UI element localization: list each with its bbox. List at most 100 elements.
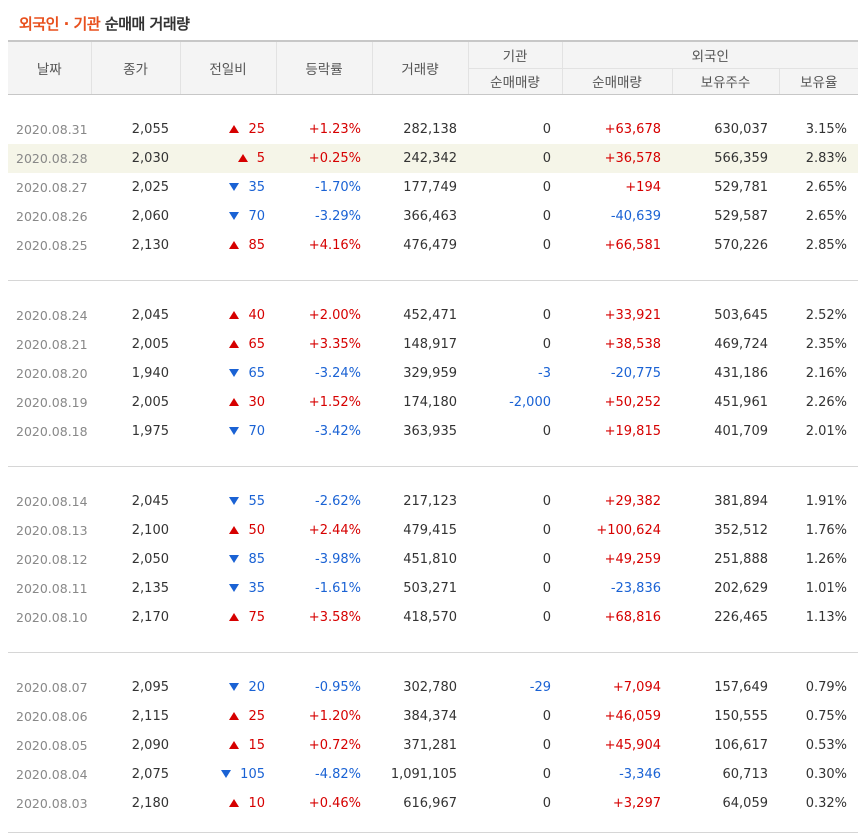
row-frgn-ratio: 1.76% — [805, 523, 848, 538]
row-change: 65 — [180, 359, 276, 388]
row-date: 2020.08.05 — [16, 738, 88, 753]
row-inst-net: 0 — [542, 581, 551, 596]
row-inst-net: 0 — [542, 238, 551, 253]
spacer — [8, 281, 858, 302]
row-date: 2020.08.25 — [16, 238, 88, 253]
triangle-up-icon — [229, 310, 240, 319]
row-rate: -3.24% — [315, 366, 361, 381]
change-value: 30 — [248, 395, 265, 410]
triangle-up-icon — [237, 153, 248, 162]
row-frgn-ratio: 2.83% — [779, 144, 859, 173]
row-date: 2020.08.28 — [8, 144, 91, 173]
divider-cell — [8, 818, 859, 833]
row-volume: 174,180 — [403, 395, 457, 410]
row-date: 2020.08.07 — [16, 680, 88, 695]
table-row: 2020.08.03 2,180 10 +0.46% 616,967 0 +3,297 64,… — [8, 789, 858, 818]
table-row: 2020.08.27 2,025 35 -1.70% 177,749 0 +194 529,7… — [8, 173, 858, 202]
change-value: 105 — [240, 767, 265, 782]
change-value: 15 — [248, 738, 265, 753]
row-inst-net: 0 — [468, 144, 562, 173]
row-close: 2,030 — [91, 144, 180, 173]
row-inst-net: 0 — [542, 767, 551, 782]
row-volume: 616,967 — [403, 796, 457, 811]
row-frgn-net: -23,836 — [610, 581, 661, 596]
row-frgn-holdings: 529,587 — [714, 209, 768, 224]
row-inst-net: 0 — [542, 494, 551, 509]
row-frgn-holdings: 529,781 — [714, 180, 768, 195]
row-frgn-holdings: 503,645 — [714, 308, 768, 323]
row-frgn-holdings: 431,186 — [714, 366, 768, 381]
spacer — [8, 653, 858, 674]
row-volume: 479,415 — [403, 523, 457, 538]
row-inst-net: 0 — [542, 709, 551, 724]
group-divider — [8, 632, 859, 653]
header-foreign: 외국인 — [561, 40, 859, 69]
row-rate: +1.52% — [308, 395, 361, 410]
row-date: 2020.08.19 — [16, 395, 88, 410]
table-row: 2020.08.18 1,975 70 -3.42% 363,935 0 +19,815 40… — [8, 417, 858, 446]
table-row: 2020.08.28 2,030 5 +0.25% 242,342 0 +36,578 566… — [8, 144, 859, 173]
change-value: 50 — [248, 523, 265, 538]
investor-trade-table: 날짜 종가 전일비 등락률 거래량 기관 외국인 순매매량 순매매량 보유주수 … — [8, 40, 859, 833]
row-frgn-net: +63,678 — [604, 122, 661, 137]
change-value: 65 — [248, 337, 265, 352]
row-frgn-ratio: 2.65% — [805, 180, 848, 195]
row-close: 2,050 — [131, 552, 169, 567]
group-divider — [8, 260, 859, 281]
triangle-down-icon — [229, 554, 240, 563]
header-change: 전일비 — [179, 40, 276, 95]
change-value: 20 — [248, 680, 265, 695]
row-close: 2,115 — [131, 709, 169, 724]
table-row: 2020.08.26 2,060 70 -3.29% 366,463 0 -40,639 52… — [8, 202, 858, 231]
row-change: 40 — [180, 301, 276, 330]
row-volume: 503,271 — [403, 581, 457, 596]
header-frgn-holdings: 보유주수 — [671, 68, 779, 95]
row-rate: +1.20% — [308, 709, 361, 724]
row-frgn-holdings: 570,226 — [714, 238, 768, 253]
row-close: 2,045 — [131, 494, 169, 509]
row-frgn-net: +36,578 — [562, 144, 672, 173]
row-date: 2020.08.10 — [16, 610, 88, 625]
row-close: 2,055 — [131, 122, 169, 137]
row-inst-net: 0 — [542, 523, 551, 538]
row-change: 70 — [180, 417, 276, 446]
row-rate: -3.42% — [315, 424, 361, 439]
row-change: 35 — [180, 173, 276, 202]
triangle-up-icon — [229, 740, 240, 749]
row-frgn-ratio: 2.01% — [805, 424, 848, 439]
row-volume: 217,123 — [403, 494, 457, 509]
row-frgn-net: +100,624 — [596, 523, 661, 538]
title-subject: 순매매 거래량 — [104, 15, 190, 33]
change-value: 25 — [248, 122, 265, 137]
row-volume: 302,780 — [403, 680, 457, 695]
row-date: 2020.08.20 — [16, 366, 88, 381]
row-volume: 476,479 — [403, 238, 457, 253]
row-frgn-net: +45,904 — [604, 738, 661, 753]
row-date: 2020.08.31 — [16, 122, 88, 137]
row-change: 75 — [180, 603, 276, 632]
row-frgn-holdings: 451,961 — [714, 395, 768, 410]
row-change: 105 — [180, 760, 276, 789]
row-frgn-net: +194 — [625, 180, 661, 195]
row-frgn-holdings: 630,037 — [714, 122, 768, 137]
row-frgn-ratio: 1.91% — [805, 494, 848, 509]
table-row: 2020.08.06 2,115 25 +1.20% 384,374 0 +46,059 15… — [8, 702, 858, 731]
row-frgn-ratio: 2.16% — [805, 366, 848, 381]
change-value: 75 — [248, 610, 265, 625]
change-value: 70 — [248, 424, 265, 439]
row-change: 25 — [180, 702, 276, 731]
change-value: 55 — [248, 494, 265, 509]
row-date: 2020.08.18 — [16, 424, 88, 439]
divider-cell — [8, 260, 859, 281]
triangle-up-icon — [229, 798, 240, 807]
row-volume: 452,471 — [403, 308, 457, 323]
row-inst-net: 0 — [542, 610, 551, 625]
row-volume: 418,570 — [403, 610, 457, 625]
row-close: 2,005 — [131, 337, 169, 352]
change-value: 35 — [248, 180, 265, 195]
row-rate: +2.44% — [308, 523, 361, 538]
table-row: 2020.08.07 2,095 20 -0.95% 302,780 -29 +7,094 1… — [8, 673, 858, 702]
group-divider — [8, 446, 859, 467]
row-rate: +4.16% — [308, 238, 361, 253]
row-rate: -0.95% — [315, 680, 361, 695]
